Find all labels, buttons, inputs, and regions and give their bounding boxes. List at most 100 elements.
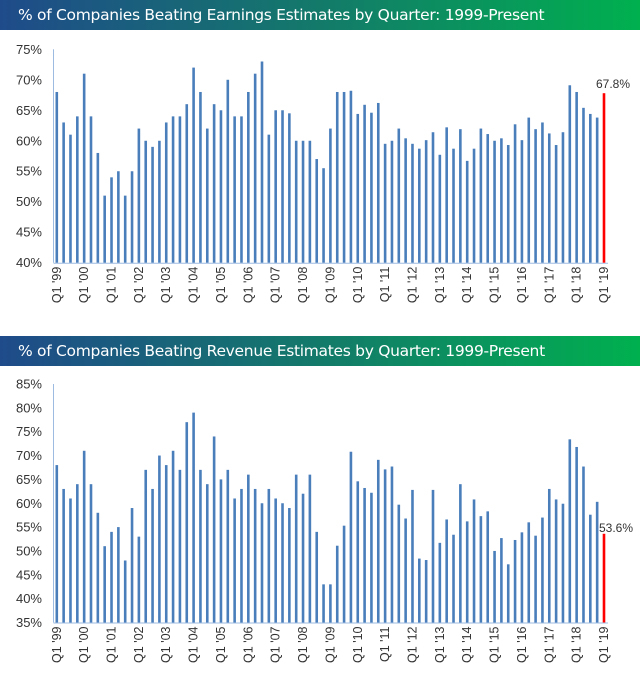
y-tick-label: 65% bbox=[16, 472, 42, 487]
bar bbox=[329, 128, 332, 263]
y-tick-label: 50% bbox=[16, 543, 42, 558]
x-tick-label: Q1 '06 bbox=[241, 267, 255, 303]
x-tick-label: Q1 '16 bbox=[515, 626, 529, 662]
bar bbox=[411, 489, 414, 623]
bar bbox=[438, 154, 442, 263]
y-tick-label: 75% bbox=[16, 424, 42, 439]
x-tick-label: Q1 '18 bbox=[570, 626, 584, 662]
bar bbox=[144, 469, 148, 623]
bar bbox=[158, 455, 161, 623]
bar bbox=[55, 465, 59, 623]
bar bbox=[370, 492, 373, 623]
y-tick-label: 80% bbox=[16, 400, 42, 415]
bar bbox=[383, 143, 387, 263]
bar bbox=[329, 584, 332, 623]
bar bbox=[520, 140, 524, 263]
bar bbox=[452, 534, 455, 623]
x-tick-label: Q1 '12 bbox=[405, 267, 419, 303]
bar bbox=[281, 503, 284, 623]
bar bbox=[568, 85, 572, 263]
bar bbox=[349, 451, 353, 623]
bar bbox=[554, 145, 558, 263]
highlight-bar bbox=[602, 93, 606, 263]
bar bbox=[459, 484, 462, 623]
bar bbox=[294, 474, 298, 623]
bar bbox=[561, 503, 565, 623]
x-tick-label: Q1 '03 bbox=[159, 267, 173, 303]
bar bbox=[288, 508, 291, 623]
bar bbox=[185, 104, 189, 263]
x-tick-label: Q1 '09 bbox=[323, 626, 337, 662]
bar bbox=[459, 129, 462, 263]
y-tick-label: 50% bbox=[16, 194, 42, 209]
bar bbox=[82, 73, 86, 263]
x-tick-label: Q1 '15 bbox=[488, 626, 502, 662]
bar bbox=[89, 484, 93, 623]
bar bbox=[212, 104, 216, 263]
bar bbox=[404, 518, 407, 623]
x-tick-label: Q1 '02 bbox=[132, 267, 146, 303]
bar bbox=[506, 145, 510, 263]
bar bbox=[130, 508, 134, 623]
x-tick-label: Q1 '07 bbox=[269, 626, 283, 662]
bar bbox=[595, 117, 599, 263]
earnings-chart-title: % of Companies Beating Earnings Estimate… bbox=[0, 0, 640, 30]
bar bbox=[541, 517, 544, 623]
bar bbox=[164, 465, 168, 623]
bar bbox=[418, 558, 421, 623]
bar bbox=[534, 535, 537, 623]
bar bbox=[363, 487, 366, 623]
bar bbox=[185, 422, 189, 623]
bar bbox=[513, 539, 517, 623]
y-tick-label: 45% bbox=[16, 225, 42, 240]
bar bbox=[164, 122, 168, 263]
bar bbox=[62, 122, 65, 263]
bar bbox=[411, 143, 414, 263]
bar bbox=[349, 90, 353, 263]
bar bbox=[76, 116, 79, 263]
bar bbox=[62, 488, 65, 623]
bar bbox=[431, 132, 435, 263]
bar bbox=[226, 79, 230, 263]
bar bbox=[171, 116, 175, 263]
x-tick-label: Q1 '10 bbox=[351, 626, 365, 662]
bar bbox=[178, 469, 182, 623]
bar bbox=[486, 134, 490, 263]
bar bbox=[561, 132, 565, 263]
bar bbox=[527, 117, 531, 263]
bar bbox=[486, 511, 490, 623]
bar bbox=[219, 110, 223, 263]
bar bbox=[363, 104, 366, 263]
bar bbox=[240, 488, 243, 623]
bar bbox=[103, 546, 106, 623]
y-tick-label: 85% bbox=[16, 377, 42, 392]
x-tick-label: Q1 '09 bbox=[323, 267, 337, 303]
bar bbox=[144, 140, 148, 263]
x-tick-label: Q1 '06 bbox=[241, 626, 255, 662]
bar bbox=[575, 91, 578, 263]
x-tick-label: Q1 '00 bbox=[77, 267, 91, 303]
bar bbox=[506, 564, 510, 623]
bar bbox=[117, 171, 120, 263]
x-tick-label: Q1 '02 bbox=[132, 626, 146, 662]
bar bbox=[123, 195, 127, 263]
bar bbox=[589, 514, 592, 623]
x-tick-label: Q1 '13 bbox=[433, 267, 447, 303]
x-tick-label: Q1 '11 bbox=[378, 626, 392, 662]
bar bbox=[301, 493, 305, 623]
bar bbox=[438, 542, 442, 623]
bar bbox=[253, 488, 257, 623]
x-tick-label: Q1 '17 bbox=[542, 267, 556, 303]
bar bbox=[390, 140, 394, 263]
bar bbox=[397, 504, 401, 623]
y-tick-label: 35% bbox=[16, 615, 42, 630]
bar bbox=[424, 560, 428, 623]
bar bbox=[158, 140, 161, 263]
bar bbox=[424, 140, 428, 263]
bar bbox=[370, 112, 373, 263]
bar bbox=[575, 446, 578, 623]
y-tick-label: 70% bbox=[16, 448, 42, 463]
bar bbox=[356, 481, 360, 623]
bar bbox=[281, 110, 284, 263]
bar bbox=[404, 138, 407, 263]
